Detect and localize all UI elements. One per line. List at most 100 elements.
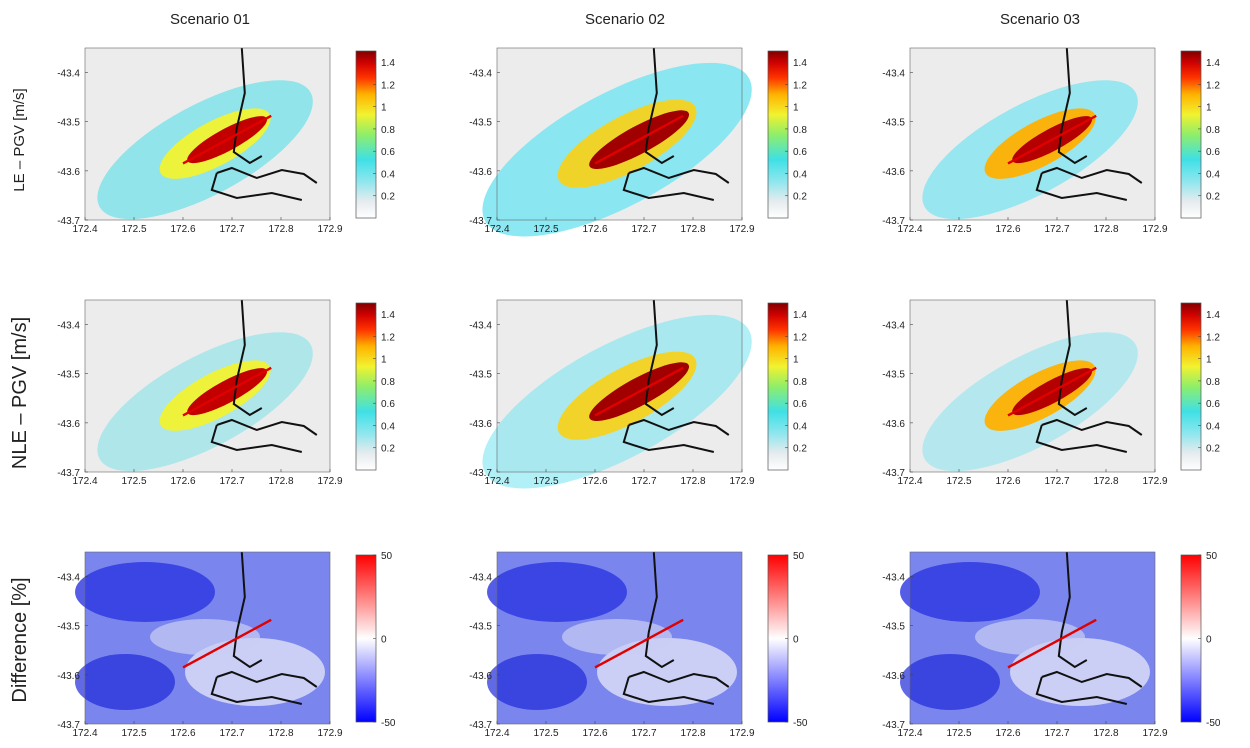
coastline bbox=[210, 299, 318, 453]
x-tick-label: 172.4 bbox=[484, 476, 509, 487]
axes-frame bbox=[496, 47, 743, 221]
fault-trace bbox=[182, 366, 272, 417]
diff-light-zone bbox=[150, 619, 260, 655]
y-tick-label: -43.7 bbox=[469, 216, 492, 227]
colorbar-tick-label: 0 bbox=[381, 635, 387, 646]
y-tick-label: -43.6 bbox=[882, 167, 905, 178]
colorbar-tick-label: 1.4 bbox=[1206, 310, 1220, 321]
y-tick-label: -43.7 bbox=[882, 216, 905, 227]
colorbar-bar bbox=[1180, 302, 1202, 471]
colorbar-tick-label: 0.6 bbox=[381, 147, 395, 158]
y-tick-label: -43.5 bbox=[882, 622, 905, 633]
row-label-nle-pgv: NLE – PGV [m/s] bbox=[9, 317, 31, 469]
panel-r2-c3: 172.4 172.5 172.6 172.7 172.8 172.9 -43.4 -43.5… bbox=[882, 299, 1220, 487]
panel-r2-c2: 172.4 172.5 172.6 172.7 172.8 172.9 -43.4 -43.5… bbox=[469, 299, 807, 489]
colorbar-tick-label: 0.2 bbox=[1206, 444, 1220, 455]
x-tick-label: 172.5 bbox=[946, 224, 971, 235]
colorbar-tick-label: 1.4 bbox=[1206, 58, 1220, 69]
coastline bbox=[1035, 551, 1143, 705]
colorbar-tick-label: 1 bbox=[1206, 103, 1212, 114]
y-tick-label: -43.4 bbox=[469, 69, 492, 80]
x-tick-label: 172.9 bbox=[1142, 728, 1167, 739]
colorbar: 50 0 -50 bbox=[355, 551, 396, 729]
colorbar-tick-label: 1 bbox=[381, 355, 387, 366]
x-tick-label: 172.8 bbox=[268, 224, 293, 235]
colorbar-tick-label: 1.2 bbox=[1206, 332, 1220, 343]
y-tick-label: -43.6 bbox=[469, 167, 492, 178]
x-tick-label: 172.7 bbox=[1044, 224, 1069, 235]
x-tick-label: 172.7 bbox=[631, 728, 656, 739]
colorbar-tick-label: 0.4 bbox=[1206, 169, 1220, 180]
colorbar-tick-label: 50 bbox=[381, 551, 393, 562]
colorbar-tick-label: 50 bbox=[1206, 551, 1218, 562]
axes-frame bbox=[84, 299, 331, 473]
panel-r1-c1: 172.4 172.5 172.6 172.7 172.8 172.9 -43.4 -43.5… bbox=[57, 47, 395, 235]
coastline bbox=[622, 47, 730, 201]
colorbar-tick-label: 1.2 bbox=[793, 80, 807, 91]
colorbar-bar bbox=[1180, 50, 1202, 219]
colorbar-tick-label: 1 bbox=[793, 103, 799, 114]
colorbar-tick-label: 50 bbox=[793, 551, 805, 562]
x-tick-label: 172.8 bbox=[1093, 476, 1118, 487]
colorbar-tick-label: 1.4 bbox=[793, 310, 807, 321]
x-tick-label: 172.8 bbox=[268, 728, 293, 739]
fault-trace bbox=[1007, 618, 1097, 669]
x-tick-label: 172.9 bbox=[1142, 476, 1167, 487]
colorbar: 0.2 0.4 0.6 0.8 1 1.2 1.4 bbox=[355, 302, 395, 471]
colorbar-tick-label: 0 bbox=[793, 635, 799, 646]
x-tick-label: 172.4 bbox=[72, 476, 97, 487]
colorbar: 50 0 -50 bbox=[1180, 551, 1221, 729]
panel-r3-c2: 172.4 172.5 172.6 172.7 172.8 172.9 -43.4 -43.5… bbox=[469, 551, 808, 739]
y-tick-label: -43.4 bbox=[882, 69, 905, 80]
colorbar: 0.2 0.4 0.6 0.8 1 1.2 1.4 bbox=[767, 50, 807, 219]
y-tick-label: -43.6 bbox=[882, 671, 905, 682]
fault-trace bbox=[594, 114, 684, 165]
y-tick-label: -43.6 bbox=[57, 671, 80, 682]
y-tick-label: -43.5 bbox=[57, 370, 80, 381]
x-tick-label: 172.7 bbox=[631, 476, 656, 487]
diff-light-zone bbox=[185, 638, 325, 706]
x-tick-label: 172.6 bbox=[582, 476, 607, 487]
x-tick-label: 172.4 bbox=[72, 728, 97, 739]
x-tick-label: 172.7 bbox=[219, 728, 244, 739]
coastline bbox=[1035, 47, 1143, 201]
colorbar: 0.2 0.4 0.6 0.8 1 1.2 1.4 bbox=[1180, 50, 1220, 219]
x-tick-label: 172.7 bbox=[219, 224, 244, 235]
y-tick-label: -43.6 bbox=[57, 167, 80, 178]
diff-light-zone bbox=[1010, 638, 1150, 706]
diff-deep-blue bbox=[900, 562, 1040, 622]
colorbar-tick-label: 0.2 bbox=[793, 192, 807, 203]
axes-frame bbox=[909, 47, 1156, 221]
axes-frame bbox=[84, 47, 331, 221]
x-tick-label: 172.8 bbox=[268, 476, 293, 487]
colorbar-tick-label: 1.4 bbox=[381, 58, 395, 69]
y-tick-label: -43.5 bbox=[882, 118, 905, 129]
colorbar-tick-label: 0.6 bbox=[381, 399, 395, 410]
colorbar-bar bbox=[767, 302, 789, 471]
x-tick-label: 172.7 bbox=[1044, 476, 1069, 487]
y-tick-label: -43.5 bbox=[469, 370, 492, 381]
x-tick-label: 172.5 bbox=[121, 728, 146, 739]
y-tick-label: -43.4 bbox=[57, 321, 80, 332]
y-tick-label: -43.7 bbox=[882, 468, 905, 479]
coastline bbox=[210, 47, 318, 201]
y-tick-label: -43.4 bbox=[57, 573, 80, 584]
colorbar-bar bbox=[355, 50, 377, 219]
x-tick-label: 172.9 bbox=[317, 476, 342, 487]
colorbar-tick-label: 0.4 bbox=[793, 421, 807, 432]
colorbar-tick-label: 0.8 bbox=[1206, 125, 1220, 136]
x-tick-label: 172.5 bbox=[533, 728, 558, 739]
column-title-scenario-02: Scenario 02 bbox=[585, 11, 665, 28]
colorbar-tick-label: 0.2 bbox=[381, 444, 395, 455]
diff-light-zone bbox=[597, 638, 737, 706]
colorbar-tick-label: 0.6 bbox=[1206, 399, 1220, 410]
axes-frame bbox=[496, 299, 743, 473]
colorbar-tick-label: -50 bbox=[381, 718, 396, 729]
fault-trace bbox=[182, 114, 272, 165]
colorbar-tick-label: -50 bbox=[793, 718, 808, 729]
colorbar: 0.2 0.4 0.6 0.8 1 1.2 1.4 bbox=[355, 50, 395, 219]
y-tick-label: -43.7 bbox=[882, 720, 905, 731]
axes-frame bbox=[909, 551, 1156, 725]
colorbar-tick-label: 0.4 bbox=[381, 421, 395, 432]
